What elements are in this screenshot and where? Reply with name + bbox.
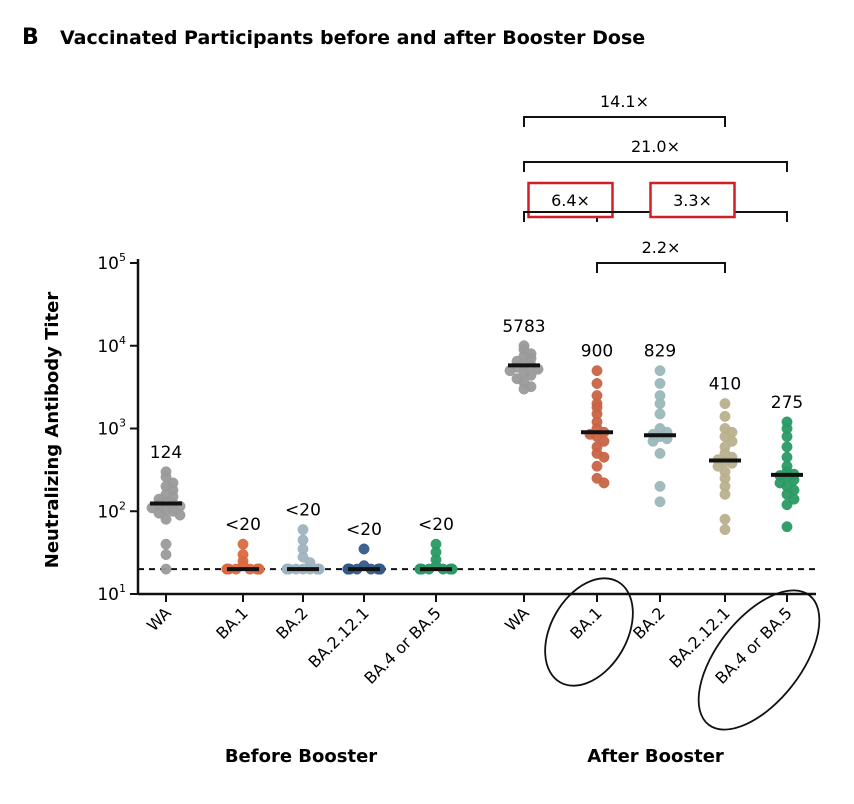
- data-point: [654, 408, 666, 420]
- group-label: Before Booster: [225, 746, 377, 767]
- fold-change-label: 2.2×: [642, 238, 681, 257]
- data-point: [598, 477, 610, 489]
- median-label: <20: [418, 515, 454, 535]
- x-tick-label: BA.2.12.1: [305, 603, 373, 671]
- plot-area: 101102103104105124WA<20BA.1<20BA.2<20BA.…: [97, 92, 821, 767]
- y-tick-exponent: 1: [119, 582, 126, 595]
- data-point: [719, 398, 731, 410]
- data-point: [153, 507, 165, 519]
- fold-change-label: 3.3×: [673, 191, 712, 210]
- data-point: [654, 378, 666, 389]
- data-point: [781, 431, 793, 442]
- y-tick-label: 101: [97, 582, 126, 605]
- y-tick-base: 10: [97, 337, 119, 357]
- data-point: [237, 538, 249, 550]
- data-point: [591, 365, 603, 377]
- annotation-circle: [697, 589, 821, 731]
- data-point: [598, 451, 610, 463]
- x-tick-label: BA.2: [272, 603, 312, 643]
- data-point: [591, 460, 603, 472]
- data-point: [781, 441, 793, 453]
- data-point: [654, 447, 666, 459]
- median-label: 829: [644, 342, 676, 362]
- data-point: [518, 383, 530, 395]
- median-label: 275: [771, 393, 803, 413]
- data-point: [654, 365, 666, 377]
- data-point: [781, 521, 793, 533]
- y-tick-exponent: 3: [119, 417, 126, 430]
- median-label: <20: [225, 515, 261, 535]
- data-point: [160, 513, 172, 525]
- data-point: [719, 410, 731, 422]
- y-tick-base: 10: [97, 420, 119, 440]
- median-label: 5783: [502, 317, 545, 337]
- data-point: [297, 524, 309, 536]
- data-point: [160, 549, 172, 560]
- fold-change-highlight-box: [649, 181, 736, 219]
- data-point: [647, 435, 659, 447]
- data-point: [160, 563, 172, 575]
- annotation-circle: [544, 577, 634, 687]
- y-tick-label: 103: [97, 417, 126, 440]
- x-tick-label: BA.1: [212, 603, 252, 643]
- median-label: 410: [709, 375, 741, 395]
- y-tick-base: 10: [97, 502, 119, 522]
- data-point: [654, 496, 666, 508]
- fold-change-bracket: [523, 116, 726, 127]
- y-axis-label: Neutralizing Antibody Titer: [42, 292, 63, 569]
- median-label: 124: [150, 443, 182, 463]
- y-tick-exponent: 5: [119, 251, 126, 264]
- fold-change-label: 14.1×: [600, 92, 649, 111]
- y-tick-base: 10: [97, 254, 119, 274]
- x-tick-label: BA.2: [629, 603, 669, 643]
- panel-letter: B: [22, 25, 39, 50]
- data-point: [654, 398, 666, 410]
- data-point: [719, 524, 731, 536]
- y-tick-exponent: 4: [119, 334, 126, 347]
- y-tick-base: 10: [97, 585, 119, 605]
- data-point: [781, 499, 793, 511]
- data-point: [654, 480, 666, 492]
- data-point: [591, 378, 603, 389]
- median-label: <20: [346, 520, 382, 540]
- fold-change-bracket: [596, 262, 726, 273]
- fold-change-label: 21.0×: [631, 137, 680, 156]
- median-label: <20: [285, 501, 321, 521]
- y-tick-label: 102: [97, 499, 126, 522]
- data-point: [719, 488, 731, 500]
- data-point: [358, 543, 370, 555]
- data-point: [525, 369, 537, 381]
- data-point: [174, 509, 186, 521]
- group-label: After Booster: [587, 746, 724, 767]
- median-label: 900: [581, 342, 613, 362]
- data-point: [160, 538, 172, 550]
- y-tick-label: 105: [97, 251, 126, 274]
- x-tick-label: BA.4 or BA.5: [360, 603, 444, 687]
- y-tick-label: 104: [97, 334, 126, 357]
- x-tick-label: BA.1: [566, 603, 606, 643]
- x-tick-label: WA: [501, 603, 533, 635]
- fold-change-bracket: [523, 161, 788, 172]
- figure-title: Vaccinated Participants before and after…: [60, 27, 645, 49]
- y-tick-exponent: 2: [119, 499, 126, 512]
- fold-change-label: 6.4×: [551, 191, 590, 210]
- data-point: [719, 513, 731, 525]
- x-tick-label: WA: [143, 603, 175, 635]
